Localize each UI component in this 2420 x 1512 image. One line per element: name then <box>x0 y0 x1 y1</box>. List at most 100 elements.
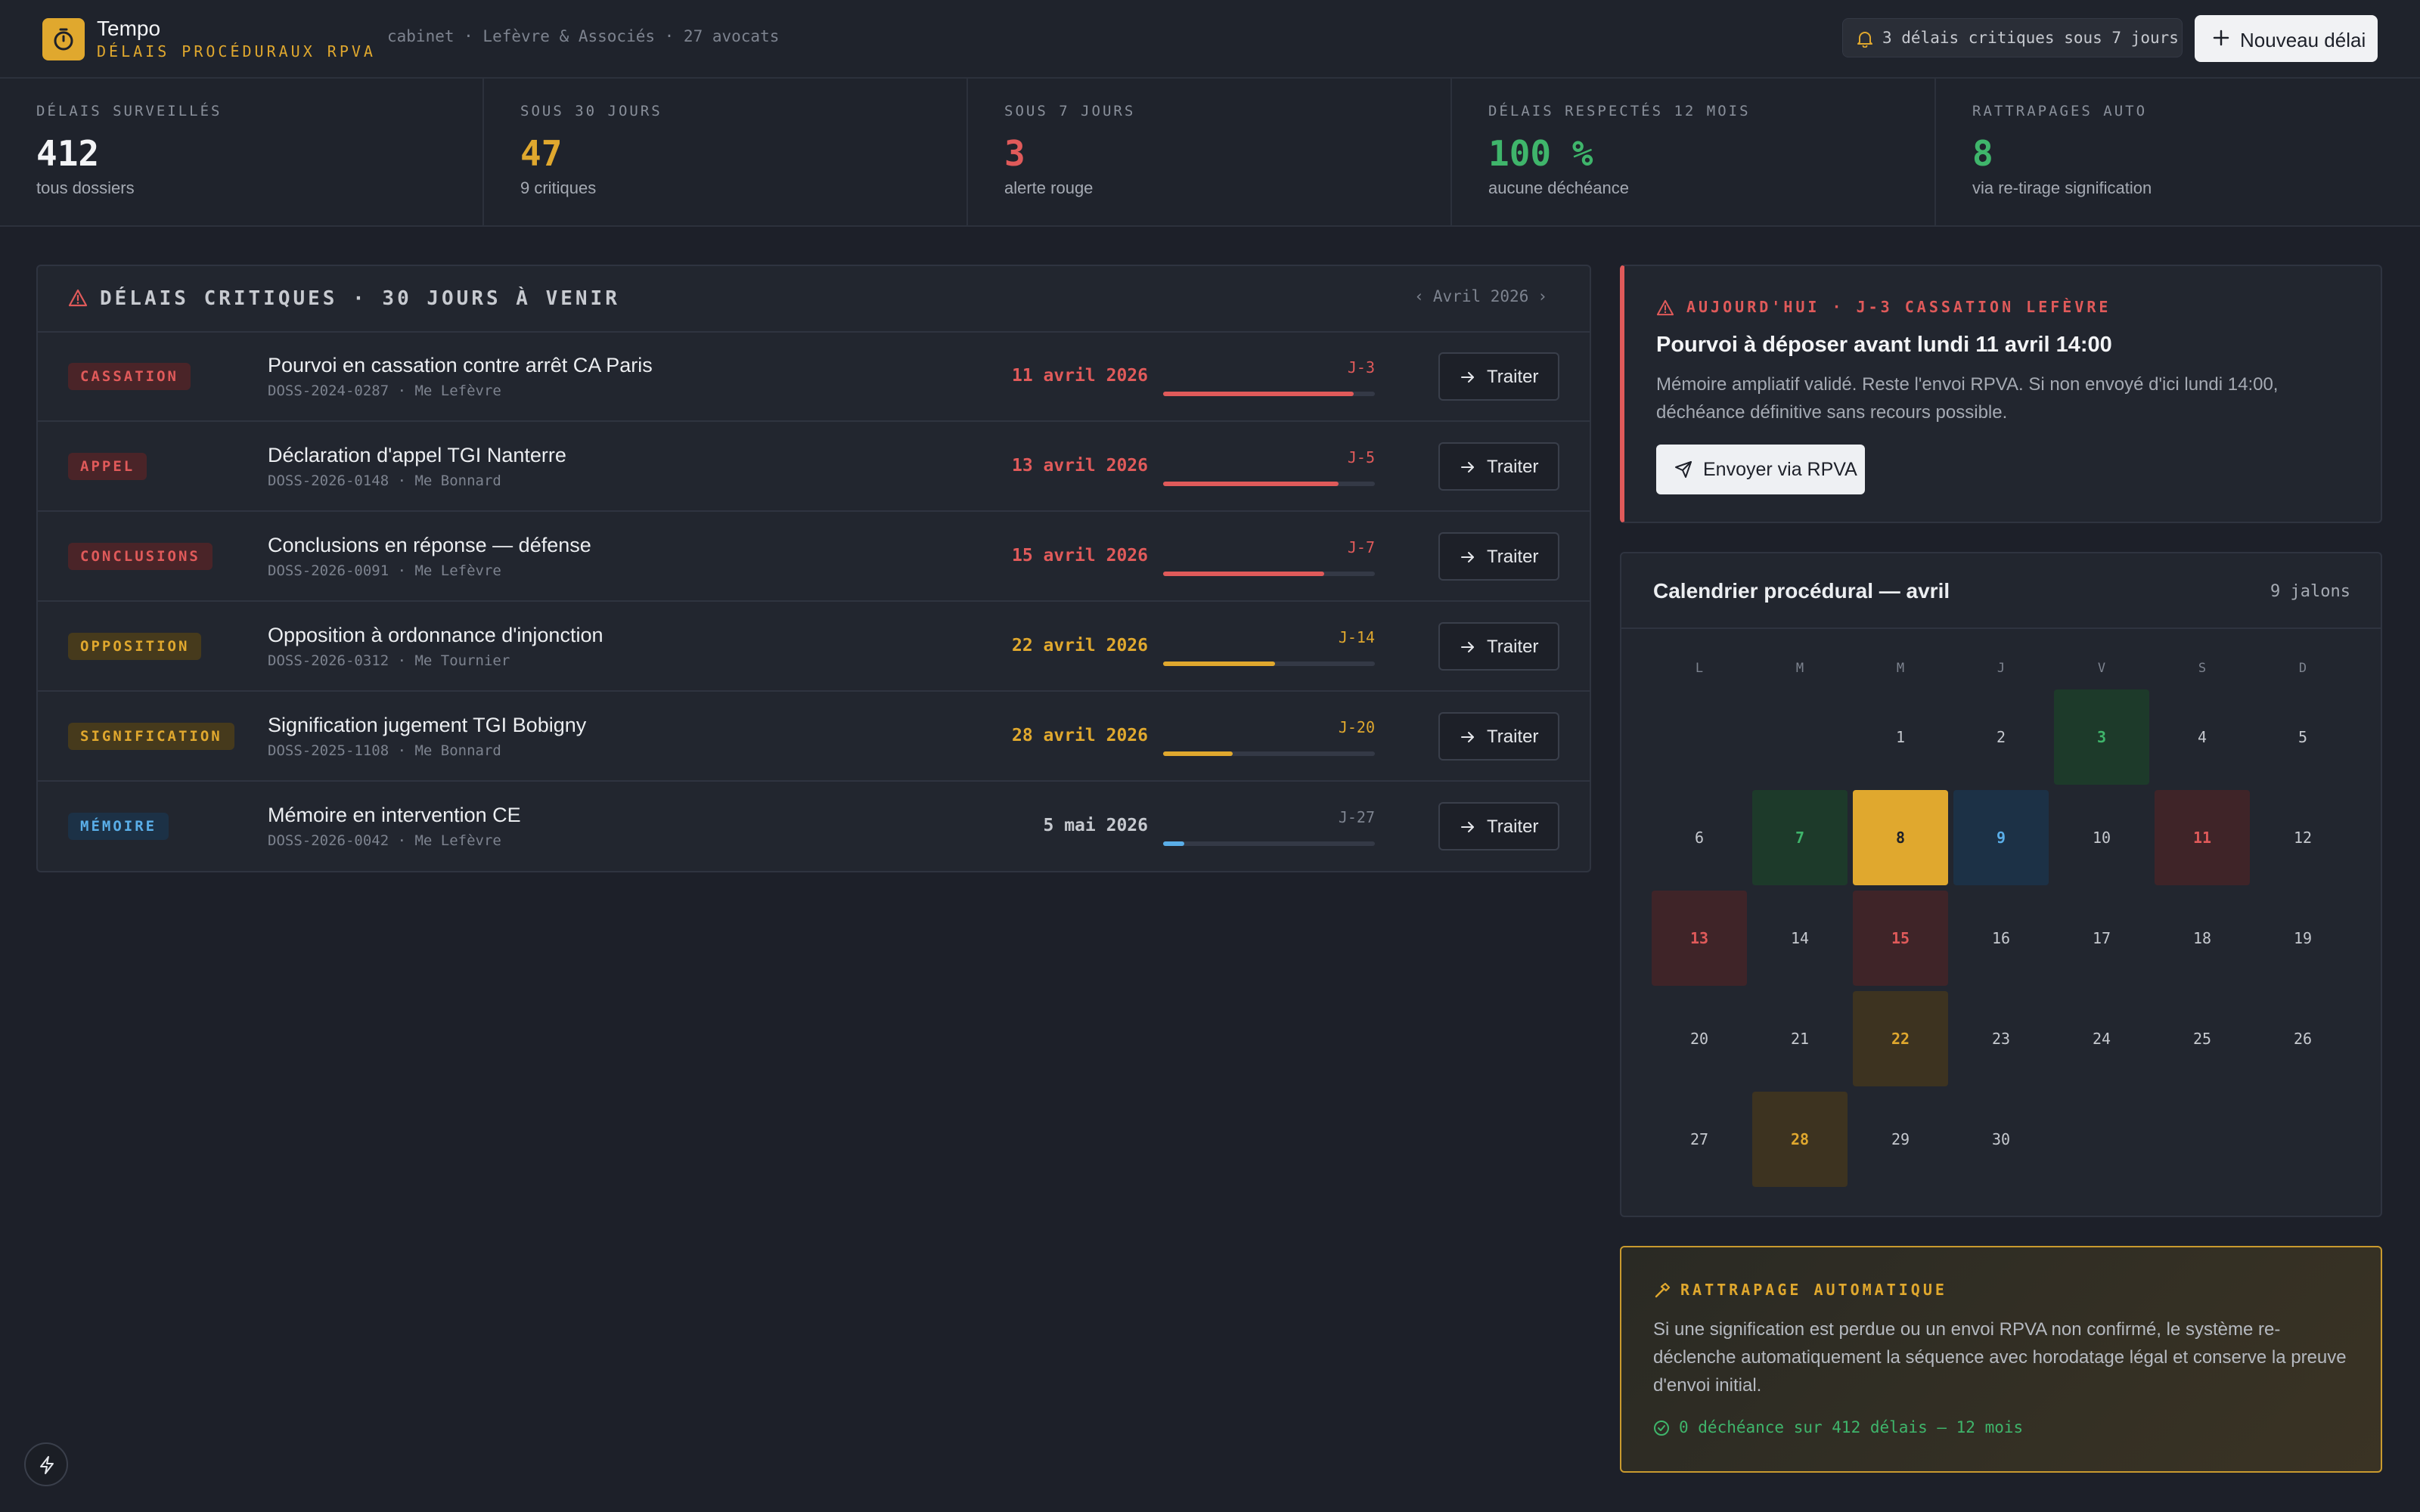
critical-alert-pill[interactable]: 3 délais critiques sous 7 jours <box>1842 18 2183 57</box>
calendar-day[interactable]: 15 <box>1853 891 1948 986</box>
chevron-right-icon[interactable]: › <box>1537 287 1547 305</box>
calendar-header: Calendrier procédural — avril 9 jalons <box>1621 553 2381 629</box>
stat-value: 8 <box>1972 133 1993 174</box>
send-rpva-button[interactable]: Envoyer via RPVA <box>1656 445 1865 494</box>
calendar-day: 20 <box>1689 1030 1709 1048</box>
urgency-progress-bar <box>1163 482 1375 486</box>
stat-label: SOUS 7 JOURS <box>1004 103 1136 119</box>
procedural-calendar: Calendrier procédural — avril 9 jalons L… <box>1620 552 2382 1217</box>
days-remaining: J-5 <box>1347 448 1375 466</box>
stat-sub: tous dossiers <box>36 178 135 197</box>
arrow-right-icon <box>1461 642 1474 652</box>
calendar-day: 16 <box>1991 929 2011 947</box>
urgency-progress-fill <box>1163 662 1276 666</box>
panel-title: DÉLAIS CRITIQUES · 30 JOURS À VENIR <box>100 287 620 310</box>
calendar-day: 4 <box>2197 728 2207 746</box>
urgency-progress-fill <box>1163 751 1233 756</box>
treat-button[interactable]: Traiter <box>1438 352 1559 401</box>
deadline-row[interactable]: SIGNIFICATION Signification jugement TGI … <box>38 692 1590 782</box>
deadline-title: Opposition à ordonnance d'injonction <box>268 624 603 646</box>
stat-label: DÉLAIS RESPECTÉS 12 MOIS <box>1488 103 1751 119</box>
treat-button[interactable]: Traiter <box>1438 442 1559 491</box>
deadline-title: Déclaration d'appel TGI Nanterre <box>268 444 566 466</box>
firm-info: cabinet · Lefèvre & Associés · 27 avocat… <box>387 27 780 45</box>
treat-label: Traiter <box>1487 547 1539 567</box>
treat-label: Traiter <box>1487 816 1539 837</box>
calendar-day[interactable]: 11 <box>2155 790 2250 885</box>
stat-value: 47 <box>520 133 563 174</box>
calendar-day[interactable]: 28 <box>1752 1092 1848 1187</box>
deadline-row[interactable]: OPPOSITION Opposition à ordonnance d'injo… <box>38 603 1590 692</box>
deadline-type-badge: APPEL <box>68 453 147 480</box>
weekday-label: L <box>1695 661 1704 676</box>
weekday-label: M <box>1795 661 1804 676</box>
calendar-title: Calendrier procédural — avril <box>1653 579 1950 603</box>
treat-button[interactable]: Traiter <box>1438 622 1559 671</box>
deadline-type-badge: CASSATION <box>68 363 191 390</box>
calendar-day[interactable]: 9 <box>1953 790 2049 885</box>
deadline-type-badge: CONCLUSIONS <box>68 543 213 570</box>
today-description: Mémoire ampliatif validé. Reste l'envoi … <box>1656 374 2279 423</box>
deadline-date: 13 avril 2026 <box>1011 456 1148 476</box>
urgency-progress-bar <box>1163 392 1375 396</box>
chevron-left-icon[interactable]: ‹ <box>1414 287 1424 305</box>
calendar-day: 1 <box>1895 728 1906 746</box>
weekday-label: D <box>2298 661 2307 676</box>
stat-sub: 9 critiques <box>520 178 597 197</box>
days-remaining: J-7 <box>1347 538 1375 556</box>
stat-sub: alerte rouge <box>1004 178 1094 197</box>
calendar-day: 6 <box>1694 829 1705 847</box>
urgency-progress-fill <box>1163 392 1354 396</box>
deadline-title: Conclusions en réponse — défense <box>268 534 591 556</box>
calendar-day: 27 <box>1689 1130 1709 1148</box>
calendar-day: 23 <box>1991 1030 2011 1048</box>
quick-action-button[interactable] <box>24 1442 68 1486</box>
paper-plane-icon <box>1675 461 1692 478</box>
bell-icon <box>1857 32 1872 48</box>
treat-button[interactable]: Traiter <box>1438 802 1559 850</box>
urgency-progress-bar <box>1163 841 1375 846</box>
calendar-day: 5 <box>2297 728 2308 746</box>
calendar-day[interactable]: 13 <box>1652 891 1747 986</box>
panel-header: DÉLAIS CRITIQUES · 30 JOURS À VENIR ‹ Avr… <box>38 266 1590 333</box>
calendar-day[interactable]: 22 <box>1853 991 1948 1086</box>
stat-card: SOUS 7 JOURS 3 alerte rouge <box>968 79 1452 227</box>
deadline-date: 11 avril 2026 <box>1011 366 1148 386</box>
deadline-row[interactable]: CASSATION Pourvoi en cassation contre arr… <box>38 333 1590 422</box>
calendar-day: 2 <box>1996 728 2006 746</box>
deadline-title: Pourvoi en cassation contre arrêt CA Par… <box>268 354 653 376</box>
weekday-label: S <box>2198 661 2207 676</box>
stat-value: 100 % <box>1488 133 1593 174</box>
days-remaining: J-20 <box>1338 718 1375 736</box>
treat-button[interactable]: Traiter <box>1438 712 1559 761</box>
days-remaining: J-14 <box>1338 628 1375 646</box>
new-deadline-button[interactable]: Nouveau délai <box>2195 15 2378 62</box>
urgency-progress-fill <box>1163 841 1184 846</box>
weekday-label: V <box>2097 661 2106 676</box>
top-bar: Tempo DÉLAIS PROCÉDURAUX RPVA cabinet · … <box>0 0 2420 79</box>
calendar-day[interactable]: 7 <box>1752 790 1848 885</box>
treat-button[interactable]: Traiter <box>1438 532 1559 581</box>
deadline-row[interactable]: APPEL Déclaration d'appel TGI Nanterre DOS… <box>38 423 1590 512</box>
stat-card: RATTRAPAGES AUTO 8 via re-tirage signifi… <box>1936 79 2420 227</box>
stat-card: DÉLAIS SURVEILLÉS 412 tous dossiers <box>0 79 484 227</box>
deadline-row[interactable]: MÉMOIRE Mémoire en intervention CE DOSS-20… <box>38 782 1590 872</box>
deadline-type-badge: SIGNIFICATION <box>68 723 234 750</box>
calendar-day: 19 <box>2293 929 2313 947</box>
calendar-day: 29 <box>1891 1130 1910 1148</box>
critical-deadlines-panel: DÉLAIS CRITIQUES · 30 JOURS À VENIR ‹ Avr… <box>36 265 1591 872</box>
calendar-day: 21 <box>1790 1030 1810 1048</box>
calendar-day: 17 <box>2092 929 2111 947</box>
treat-label: Traiter <box>1487 457 1539 477</box>
deadline-date: 22 avril 2026 <box>1011 636 1148 655</box>
calendar-day[interactable]: 8 <box>1853 790 1948 885</box>
calendar-day[interactable]: 3 <box>2054 689 2149 785</box>
send-rpva-label: Envoyer via RPVA <box>1703 459 1857 480</box>
stopwatch-icon <box>42 18 85 60</box>
treat-label: Traiter <box>1487 637 1539 657</box>
arrow-right-icon <box>1461 822 1474 832</box>
deadline-type-badge: MÉMOIRE <box>68 813 169 840</box>
calendar-day: 26 <box>2293 1030 2313 1048</box>
deadline-file-ref: DOSS-2026-0312 · Me Tournier <box>268 652 510 669</box>
deadline-row[interactable]: CONCLUSIONS Conclusions en réponse — défe… <box>38 513 1590 602</box>
